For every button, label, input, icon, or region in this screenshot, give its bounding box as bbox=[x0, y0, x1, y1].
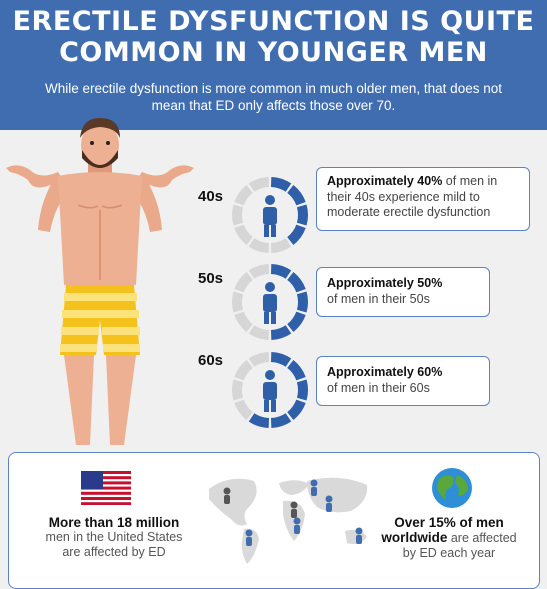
stat-box-60s: Approximately 60% of men in their 60s bbox=[316, 356, 490, 406]
ring-segment bbox=[296, 291, 308, 313]
age-ring-icon bbox=[232, 352, 308, 428]
person-icon bbox=[263, 195, 277, 237]
stat-highlight: Approximately 60% bbox=[327, 365, 443, 379]
ring-segment bbox=[296, 379, 308, 401]
ring-segment bbox=[248, 177, 270, 192]
world-stat-line: are affected bbox=[447, 531, 517, 545]
ring-segment bbox=[286, 185, 306, 206]
bottom-stats-panel: More than 18 million men in the United S… bbox=[8, 452, 540, 589]
ring-segment bbox=[234, 399, 254, 420]
world-stat-strong: worldwide bbox=[381, 530, 448, 545]
world-stat: Over 15% of men worldwide are affected b… bbox=[369, 515, 529, 561]
header-banner: ERECTILE DYSFUNCTION IS QUITE COMMON IN … bbox=[0, 0, 547, 130]
ring-segment bbox=[248, 325, 270, 340]
ring-segment bbox=[270, 177, 292, 192]
ring-segment bbox=[234, 311, 254, 332]
age-ring-icon bbox=[232, 264, 308, 340]
stat-text: of men in their 60s bbox=[327, 380, 430, 395]
us-stat-strong: More than 18 million bbox=[48, 515, 180, 530]
us-flag-icon bbox=[81, 471, 131, 505]
ring-segment bbox=[248, 238, 270, 253]
ring-segment bbox=[248, 352, 270, 367]
world-stat-strong: Over 15% of men bbox=[394, 515, 504, 530]
us-stat-line: men in the United States bbox=[45, 530, 183, 544]
globe-icon bbox=[432, 468, 472, 508]
title-line-2: COMMON IN YOUNGER MEN bbox=[59, 37, 488, 68]
ring-segment bbox=[234, 185, 254, 206]
age-label-50s: 50s bbox=[198, 270, 224, 287]
world-stat-line: by ED each year bbox=[402, 546, 496, 560]
world-map-icon bbox=[209, 477, 368, 564]
ring-segment bbox=[296, 204, 308, 226]
page-title: ERECTILE DYSFUNCTION IS QUITE COMMON IN … bbox=[0, 0, 547, 68]
person-icon bbox=[263, 370, 277, 412]
page-subtitle: While erectile dysfunction is more commo… bbox=[45, 81, 502, 113]
ring-segment bbox=[232, 379, 244, 401]
person-icon bbox=[263, 282, 277, 324]
man-figure-illustration bbox=[6, 118, 194, 445]
age-ring-icon bbox=[232, 177, 308, 253]
title-line-1: ERECTILE DYSFUNCTION IS QUITE bbox=[12, 6, 535, 37]
ring-segment bbox=[286, 224, 306, 245]
ring-segment bbox=[286, 272, 306, 293]
ring-segment bbox=[270, 325, 292, 340]
ring-segment bbox=[270, 413, 292, 428]
age-label-40s: 40s bbox=[198, 188, 224, 205]
ring-segment bbox=[270, 352, 292, 367]
ring-segment bbox=[232, 204, 244, 226]
ring-segment bbox=[286, 399, 306, 420]
us-stat-line: are affected by ED bbox=[62, 545, 166, 559]
ring-segment bbox=[248, 413, 270, 428]
ring-segment bbox=[270, 238, 292, 253]
ring-segment bbox=[248, 264, 270, 279]
stat-text: of men in their 40s experience mild to m… bbox=[327, 174, 498, 219]
stat-highlight: Approximately 40% bbox=[327, 174, 443, 188]
stat-highlight: Approximately 50% bbox=[327, 276, 443, 290]
ring-segment bbox=[234, 272, 254, 293]
ring-segment bbox=[234, 224, 254, 245]
ring-segment bbox=[286, 311, 306, 332]
stat-text: of men in their 50s bbox=[327, 291, 430, 306]
ring-segment bbox=[270, 264, 292, 279]
ring-segment bbox=[286, 360, 306, 381]
stat-box-40s: Approximately 40% of men in their 40s ex… bbox=[316, 167, 530, 231]
us-stat: More than 18 million men in the United S… bbox=[29, 515, 199, 560]
stat-box-50s: Approximately 50% of men in their 50s bbox=[316, 267, 490, 317]
ring-segment bbox=[232, 291, 244, 313]
age-label-60s: 60s bbox=[198, 352, 224, 369]
ring-segment bbox=[234, 360, 254, 381]
